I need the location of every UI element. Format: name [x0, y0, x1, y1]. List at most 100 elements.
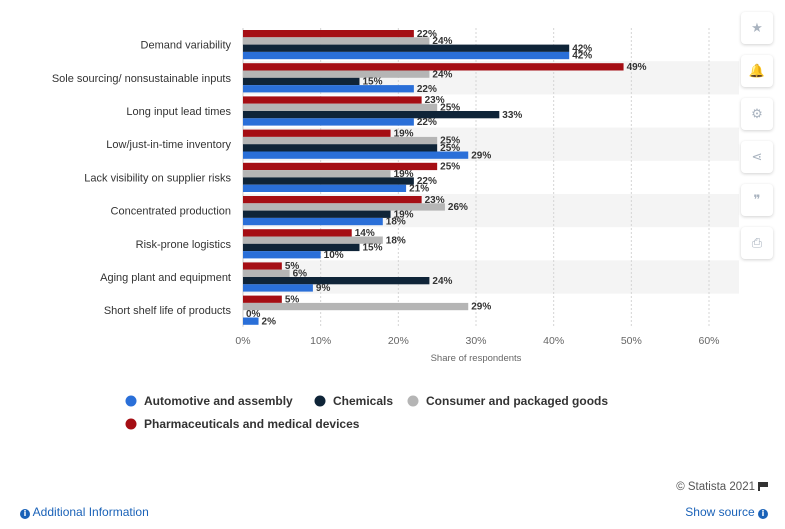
- bar: [243, 277, 430, 285]
- additional-information-label: Additional Information: [32, 505, 149, 519]
- bar: [243, 184, 407, 192]
- bar: [243, 162, 438, 171]
- value-label: 24%: [432, 36, 452, 47]
- bar: [243, 243, 360, 252]
- value-label: 29%: [471, 150, 491, 161]
- x-tick-label: 10%: [310, 335, 331, 347]
- value-label: 19%: [394, 128, 414, 139]
- x-tick-label: 50%: [621, 335, 642, 347]
- bar: [243, 85, 414, 93]
- bar: [243, 129, 391, 137]
- bar: [243, 177, 414, 185]
- category-label: Long input lead times: [126, 106, 231, 118]
- bar: [243, 203, 445, 211]
- bar: [243, 111, 500, 119]
- category-label: Short shelf life of products: [104, 305, 232, 317]
- bar: [243, 236, 383, 244]
- value-label: 26%: [448, 202, 468, 213]
- bar: [243, 37, 430, 45]
- value-label: 22%: [417, 84, 437, 95]
- value-label: 33%: [502, 110, 522, 121]
- value-label: 6%: [293, 269, 308, 280]
- value-label: 22%: [417, 29, 437, 40]
- category-label: Sole sourcing/ nonsustainable inputs: [52, 73, 232, 85]
- value-label: 29%: [471, 302, 491, 313]
- show-source-label: Show source: [685, 505, 755, 519]
- x-tick-label: 20%: [388, 335, 409, 347]
- info-icon: i: [758, 509, 768, 519]
- value-label: 21%: [409, 184, 429, 195]
- flag-icon: [758, 482, 768, 491]
- bar: [243, 251, 321, 259]
- bar: [243, 77, 360, 86]
- bar: [243, 170, 391, 178]
- additional-information-link[interactable]: i Additional Information: [20, 505, 149, 519]
- value-label: 25%: [440, 103, 460, 114]
- info-icon: i: [20, 509, 30, 519]
- credit-text: © Statista 2021: [676, 481, 755, 493]
- category-label: Lack visibility on supplier risks: [84, 172, 231, 184]
- bar: [243, 51, 570, 60]
- x-axis-title: Share of respondents: [431, 353, 522, 364]
- bar: [243, 269, 290, 277]
- value-label: 23%: [425, 195, 445, 206]
- value-label: 19%: [394, 169, 414, 180]
- gear-icon[interactable]: ⚙: [741, 98, 773, 130]
- value-label: 25%: [440, 162, 460, 173]
- legend-label: Consumer and packaged goods: [426, 394, 608, 408]
- value-label: 25%: [440, 136, 460, 147]
- bar: [243, 210, 391, 218]
- bar: [243, 70, 430, 78]
- bar: [243, 317, 259, 325]
- value-label: 0%: [246, 309, 261, 320]
- bar: [243, 44, 570, 52]
- x-tick-label: 0%: [235, 335, 250, 347]
- bar: [243, 96, 422, 104]
- value-label: 42%: [572, 43, 592, 54]
- sidebar-toolbar: ★ 🔔 ⚙ ⋖ ❞ ⎙: [741, 12, 773, 270]
- value-label: 18%: [386, 217, 406, 228]
- bar: [243, 30, 414, 38]
- bar: [243, 302, 469, 311]
- x-tick-label: 30%: [465, 335, 486, 347]
- bar: [243, 196, 422, 204]
- bar: [243, 136, 438, 145]
- legend-label: Pharmaceuticals and medical devices: [144, 417, 360, 431]
- quote-icon[interactable]: ❞: [741, 184, 773, 216]
- value-label: 10%: [324, 250, 344, 261]
- bar: [243, 229, 352, 237]
- category-label: Aging plant and equipment: [100, 272, 231, 284]
- value-label: 24%: [432, 276, 452, 287]
- legend-label: Chemicals: [333, 394, 393, 408]
- bar: [243, 262, 282, 270]
- legend-marker: [125, 418, 137, 430]
- value-label: 5%: [285, 294, 300, 305]
- value-label: 18%: [386, 235, 406, 246]
- category-label: Low/just-in-time inventory: [106, 139, 231, 151]
- value-label: 2%: [262, 316, 277, 327]
- value-label: 22%: [417, 117, 437, 128]
- legend-label: Automotive and assembly: [144, 394, 293, 408]
- value-label: 5%: [285, 261, 300, 272]
- category-label: Concentrated production: [111, 206, 231, 218]
- x-tick-label: 60%: [698, 335, 719, 347]
- category-label: Demand variability: [141, 40, 232, 52]
- star-icon[interactable]: ★: [741, 12, 773, 44]
- show-source-link[interactable]: Show source i: [685, 505, 768, 519]
- value-label: 24%: [432, 69, 452, 80]
- bar: [243, 284, 313, 292]
- share-icon[interactable]: ⋖: [741, 141, 773, 173]
- bar: [243, 295, 282, 303]
- value-label: 19%: [394, 209, 414, 220]
- legend-marker: [125, 395, 137, 407]
- value-label: 49%: [627, 62, 647, 73]
- legend-marker: [314, 395, 326, 407]
- bar: [243, 63, 624, 71]
- print-icon[interactable]: ⎙: [741, 227, 773, 259]
- statista-credit[interactable]: © Statista 2021: [676, 481, 768, 493]
- value-label: 9%: [316, 283, 331, 294]
- bell-icon[interactable]: 🔔: [741, 55, 773, 87]
- bar: [243, 217, 383, 226]
- value-label: 15%: [363, 243, 383, 254]
